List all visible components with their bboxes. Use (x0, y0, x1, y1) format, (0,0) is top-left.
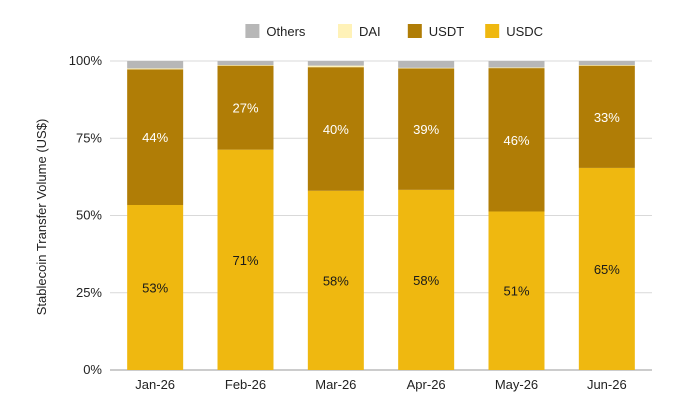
legend-item-others: Others (245, 24, 306, 39)
legend-label: USDT (429, 24, 464, 39)
bar-segment-usdt (127, 69, 184, 205)
x-tick-label: Mar-26 (315, 377, 356, 392)
bar-segment-usdt (488, 68, 545, 212)
bar-segment-dai (307, 65, 364, 68)
legend-label: DAI (359, 24, 381, 39)
legend: Others DAI USDT USDC (245, 24, 543, 39)
data-label: 27% (232, 101, 258, 116)
bar-segment-dai (127, 68, 184, 70)
y-tick-label: 50% (76, 208, 102, 223)
legend-swatch (407, 24, 422, 38)
data-label: 44% (142, 130, 168, 145)
y-tick-label: 25% (76, 285, 102, 300)
bar-segment-usdt (307, 67, 364, 191)
legend-swatch (485, 24, 500, 38)
legend-item-usdt: USDT (407, 24, 464, 39)
data-label: 33% (594, 110, 620, 125)
data-label: 51% (503, 284, 529, 299)
bar-segment-others (307, 61, 364, 66)
bar-segment-usdt (578, 65, 635, 168)
data-label: 46% (503, 133, 529, 148)
y-tick-label: 100% (69, 53, 103, 68)
legend-item-usdc: USDC (485, 24, 543, 39)
legend-swatch (338, 24, 352, 38)
bar-segment-others (398, 61, 455, 68)
data-label: 71% (232, 253, 258, 268)
bar-segment-others (127, 61, 184, 69)
bar-segment-usdc (217, 149, 274, 370)
bars: 53% 44% 71% 27% 58% 40% 58% 39% 51% 46% 65% 33% (127, 61, 635, 370)
data-label: 40% (323, 122, 349, 137)
x-tick-label: Jun-26 (587, 377, 627, 392)
data-label: 39% (413, 122, 439, 137)
legend-label: Others (266, 24, 306, 39)
bar-segment-usdc (127, 204, 184, 370)
legend-item-dai: DAI (338, 24, 381, 39)
bar-segment-usdc (488, 211, 545, 370)
bar-segment-usdt (398, 68, 455, 190)
y-axis-label: Stablecoin Transfer Volume (US$) (34, 119, 49, 316)
bar-segment-dai (398, 67, 455, 69)
data-label: 53% (142, 280, 168, 295)
bar-segment-usdt (217, 65, 274, 150)
bar-segment-dai (217, 65, 274, 66)
data-label: 58% (323, 273, 349, 288)
bar-segment-dai (578, 65, 635, 66)
x-tick-label: May-26 (495, 377, 538, 392)
legend-label: USDC (506, 24, 543, 39)
bar-segment-usdc (398, 189, 455, 370)
data-label: 58% (413, 273, 439, 288)
bar-segment-others (578, 61, 635, 66)
x-tick-label: Feb-26 (225, 377, 266, 392)
x-tick-label: Apr-26 (407, 377, 446, 392)
legend-swatch (245, 24, 260, 38)
y-tick-label: 75% (76, 130, 102, 145)
bar-segment-usdc (307, 190, 364, 370)
gridlines (110, 60, 652, 371)
bar-segment-others (217, 61, 274, 66)
bar-segment-others (488, 61, 545, 68)
y-tick-label: 0% (83, 362, 102, 377)
bar-segment-usdc (578, 167, 635, 370)
y-axis: 0% 25% 50% 75% 100% (69, 53, 103, 377)
x-tick-label: Jan-26 (135, 377, 175, 392)
data-label: 65% (594, 262, 620, 277)
x-axis: Jan-26 Feb-26 Mar-26 Apr-26 May-26 Jun-26 (135, 377, 626, 392)
bar-segment-dai (488, 67, 545, 69)
